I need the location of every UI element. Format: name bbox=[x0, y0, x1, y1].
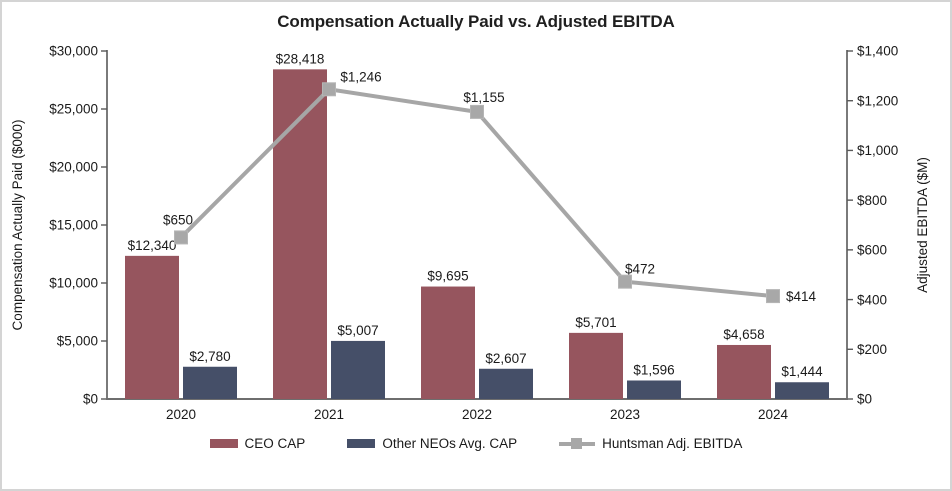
legend-swatch-bar bbox=[209, 439, 238, 448]
y-axis-right-tick-label: $0 bbox=[857, 392, 872, 407]
legend-item-ceo-cap: CEO CAP bbox=[209, 436, 306, 451]
bar-value-label: $28,418 bbox=[276, 51, 325, 66]
bar-ceo-cap-2023 bbox=[569, 332, 623, 399]
y-axis-left-tick-label: $25,000 bbox=[49, 102, 98, 117]
legend-label: Other NEOs Avg. CAP bbox=[382, 436, 518, 451]
x-axis-category-label: 2020 bbox=[166, 407, 196, 422]
y-axis-left-tick-label: $5,000 bbox=[57, 334, 98, 349]
line-value-label: $1,246 bbox=[340, 69, 381, 84]
x-axis-category-label: 2023 bbox=[610, 407, 640, 422]
marker-2020 bbox=[174, 230, 188, 245]
legend-item-huntsman-adj-ebitda: Huntsman Adj. EBITDA bbox=[559, 436, 742, 451]
line-value-label: $414 bbox=[786, 289, 817, 304]
bar-other-neos-avg-cap-2022 bbox=[479, 368, 533, 399]
bar-value-label: $1,444 bbox=[781, 364, 823, 379]
y-axis-right-tick-label: $1,000 bbox=[857, 143, 898, 158]
y-axis-left-title: Compensation Actually Paid ($000) bbox=[10, 120, 25, 331]
legend-item-other-neos-avg-cap: Other NEOs Avg. CAP bbox=[347, 436, 517, 451]
bar-ceo-cap-2024 bbox=[717, 344, 771, 399]
y-axis-left-tick-label: $10,000 bbox=[49, 276, 98, 291]
y-axis-right-tick-label: $400 bbox=[857, 292, 887, 307]
y-axis-left-tick-label: $15,000 bbox=[49, 218, 98, 233]
line-huntsman-adj-ebitda bbox=[179, 87, 774, 299]
legend-swatch-line bbox=[559, 437, 596, 450]
bar-value-label: $5,007 bbox=[337, 323, 378, 338]
bar-value-label: $5,701 bbox=[575, 315, 616, 330]
chart-title: Compensation Actually Paid vs. Adjusted … bbox=[277, 12, 675, 31]
y-axis-left-tick-label: $20,000 bbox=[49, 160, 98, 175]
y-axis-right-tick-label: $600 bbox=[857, 243, 887, 258]
x-axis-category-label: 2024 bbox=[758, 407, 789, 422]
bar-other-neos-avg-cap-2020 bbox=[183, 366, 237, 399]
y-axis-right-title: Adjusted EBITDA ($M) bbox=[915, 157, 930, 293]
legend-label: CEO CAP bbox=[244, 436, 306, 451]
line-value-label: $472 bbox=[625, 262, 655, 277]
bar-value-label: $1,596 bbox=[633, 362, 674, 377]
y-axis-right-tick-label: $800 bbox=[857, 193, 887, 208]
bar-other-neos-avg-cap-2024 bbox=[775, 382, 829, 399]
y-axis-left-tick-label: $30,000 bbox=[49, 44, 98, 59]
x-axis-category-label: 2021 bbox=[314, 407, 344, 422]
bar-value-label: $2,780 bbox=[189, 349, 230, 364]
marker-2024 bbox=[766, 289, 780, 304]
bar-other-neos-avg-cap-2021 bbox=[331, 340, 385, 399]
marker-2023 bbox=[618, 274, 632, 289]
chart-legend: CEO CAP Other NEOs Avg. CAP Huntsman Adj. … bbox=[2, 436, 950, 451]
legend-line-marker-icon bbox=[571, 438, 583, 449]
bar-value-label: $2,607 bbox=[485, 351, 526, 366]
marker-2022 bbox=[470, 104, 484, 119]
bar-value-label: $4,658 bbox=[723, 327, 764, 342]
chart-plot-area: $0 $5,000 $10,000 $15,000 $20,000 $25,000 $30,… bbox=[10, 44, 930, 422]
bar-ceo-cap-2020 bbox=[125, 255, 179, 399]
line-value-label: $650 bbox=[163, 212, 193, 227]
bar-ceo-cap-2022 bbox=[421, 286, 475, 399]
bar-ceo-cap-2021 bbox=[273, 69, 327, 399]
y-axis-right-tick-label: $200 bbox=[857, 342, 887, 357]
y-axis-right-tick-label: $1,400 bbox=[857, 44, 898, 59]
bar-other-neos-avg-cap-2023 bbox=[627, 380, 681, 399]
bar-value-label: $9,695 bbox=[427, 269, 468, 284]
x-axis-category-label: 2022 bbox=[462, 407, 492, 422]
marker-2021 bbox=[322, 82, 336, 97]
legend-swatch-bar bbox=[347, 439, 376, 448]
y-axis-right-tick-label: $1,200 bbox=[857, 93, 898, 108]
line-value-label: $1,155 bbox=[463, 90, 504, 105]
legend-label: Huntsman Adj. EBITDA bbox=[602, 436, 743, 451]
bar-value-label: $12,340 bbox=[128, 238, 177, 253]
y-axis-left-tick-label: $0 bbox=[83, 392, 98, 407]
